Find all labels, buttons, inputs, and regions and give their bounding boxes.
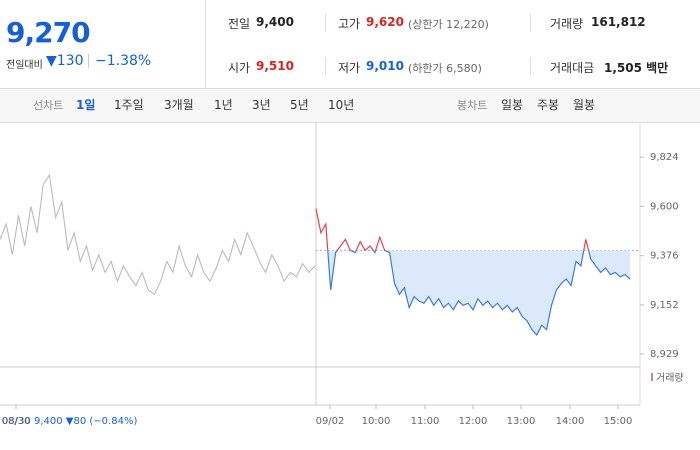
x-tick-label: 15:00 bbox=[604, 416, 633, 427]
stat-label: 전일 bbox=[228, 17, 251, 31]
y-tick-label: 8,929 bbox=[650, 349, 679, 360]
line bbox=[0, 173, 316, 296]
period-button[interactable]: 1일 bbox=[76, 98, 96, 112]
stat-label: 거래대금 bbox=[550, 61, 595, 75]
stat-value: 9,620 bbox=[366, 15, 404, 29]
candle-button[interactable]: 일봉 bbox=[501, 98, 524, 112]
stat-value: 9,010 bbox=[366, 59, 404, 73]
period-button[interactable]: 5년 bbox=[290, 98, 309, 112]
x-tick-label: 11:00 bbox=[411, 416, 440, 427]
stat-value: 9,400 bbox=[256, 15, 294, 29]
change-pct: −1.38% bbox=[95, 53, 152, 69]
candle-button[interactable]: 월봉 bbox=[573, 98, 596, 112]
y-tick-label: 9,600 bbox=[650, 201, 679, 212]
candle-button[interactable]: 주봉 bbox=[537, 98, 560, 112]
toolbar bbox=[0, 89, 700, 123]
volume-legend-swatch bbox=[651, 373, 653, 381]
period-button[interactable]: 10년 bbox=[328, 98, 355, 112]
divider bbox=[530, 57, 531, 75]
line-up bbox=[315, 208, 590, 251]
x-tick-label: 10:00 bbox=[362, 416, 391, 427]
price: 9,270 bbox=[6, 16, 91, 49]
period-button[interactable]: 1주일 bbox=[114, 98, 144, 112]
divider bbox=[88, 54, 89, 68]
divider bbox=[325, 14, 326, 32]
x-tick-label: 12:00 bbox=[459, 416, 488, 427]
area bbox=[316, 250, 630, 335]
stat-label: 저가 bbox=[338, 61, 361, 75]
period-button[interactable]: 3개월 bbox=[164, 98, 194, 112]
stat-value: 161,812 bbox=[591, 15, 646, 29]
y-tick-label: 9,152 bbox=[650, 300, 679, 311]
x-tick-label: 14:00 bbox=[556, 416, 585, 427]
y-tick-label: 9,376 bbox=[650, 251, 679, 262]
stat-label: 시가 bbox=[228, 61, 251, 75]
stat-note: (하한가 6,580) bbox=[408, 62, 482, 75]
volume-legend: 거래량 bbox=[656, 372, 684, 384]
toolbar-label: 봉차트 bbox=[457, 99, 488, 112]
stat-value: 1,505 백만 bbox=[604, 61, 669, 75]
x-tick-label: 08/30 bbox=[2, 416, 31, 427]
toolbar-label: 선차트 bbox=[33, 99, 64, 112]
header bbox=[0, 0, 700, 89]
x-tick-label: 13:00 bbox=[507, 416, 536, 427]
line bbox=[327, 250, 631, 336]
x-tick-label: 09/02 bbox=[316, 416, 345, 427]
change: ▼130 bbox=[46, 53, 84, 69]
stat-value: 9,510 bbox=[256, 59, 294, 73]
stat-label: 거래량 bbox=[550, 17, 584, 31]
y-tick-label: 9,824 bbox=[650, 152, 679, 163]
stat-label: 고가 bbox=[338, 17, 361, 31]
divider bbox=[325, 57, 326, 75]
stat-note: (상한가 12,220) bbox=[408, 18, 489, 31]
change-label: 전일대비 bbox=[6, 60, 43, 71]
period-button[interactable]: 3년 bbox=[252, 98, 271, 112]
footer: 08/30 9,400 ▼80 (−0.84%) bbox=[2, 416, 137, 427]
period-button[interactable]: 1년 bbox=[214, 98, 233, 112]
divider bbox=[530, 14, 531, 32]
divider bbox=[205, 0, 206, 88]
